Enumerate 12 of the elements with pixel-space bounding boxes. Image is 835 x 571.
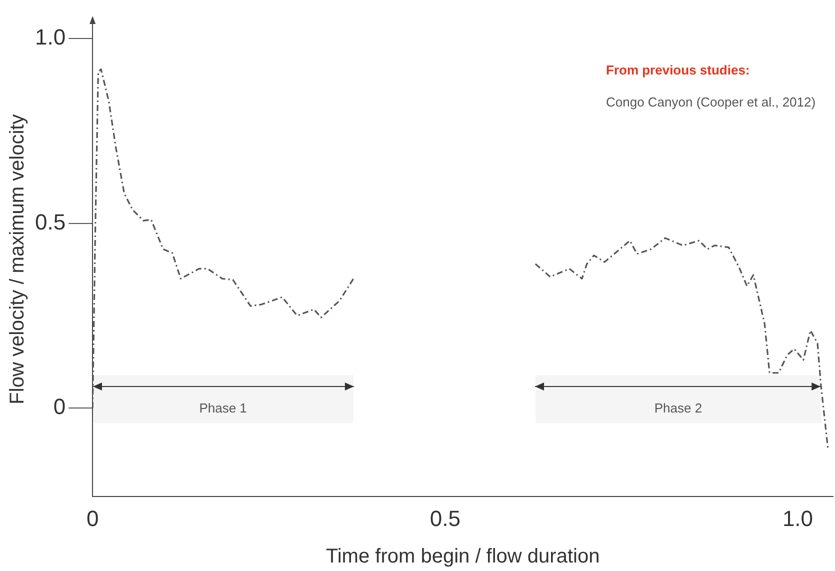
y-tick-label: 0.5	[34, 209, 66, 234]
band-label: Phase 1	[199, 400, 247, 416]
y-tick-label: 0	[53, 394, 66, 420]
x-tick-label: 0	[86, 506, 99, 531]
y-tick-label: 1.0	[34, 24, 66, 50]
annotation: Congo Canyon (Cooper et al., 2012)	[606, 94, 816, 110]
x-tick-label: 0.5	[430, 506, 460, 531]
x-axis-title: Time from begin / flow duration	[326, 546, 600, 568]
y-axis-title: Flow velocity / maximum velocity	[6, 114, 29, 404]
annotation: From previous studies:	[606, 62, 750, 78]
x-tick-label: 1.0	[782, 506, 814, 531]
band-label: Phase 2	[654, 400, 702, 416]
